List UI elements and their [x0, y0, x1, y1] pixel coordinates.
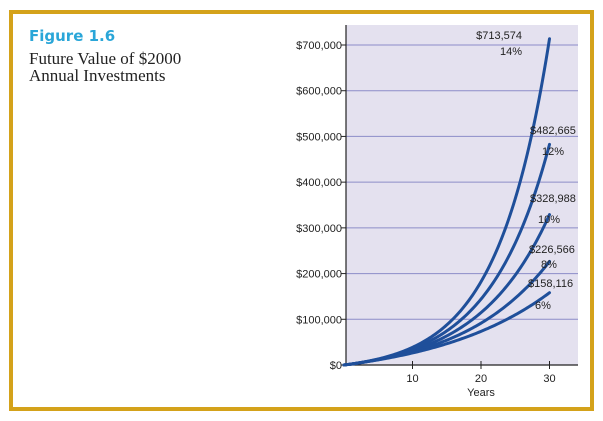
y-tick-label: $200,000 [296, 269, 342, 281]
rate-label-14pct: 14% [500, 46, 522, 58]
figure-title-line1: Future Value of $2000 [29, 49, 182, 68]
y-tick-label: $500,000 [296, 131, 342, 143]
y-tick-label: $100,000 [296, 314, 342, 326]
y-tick-label: $0 [330, 360, 342, 372]
rate-label-6pct: 6% [535, 300, 551, 312]
rate-label-8pct: 8% [541, 259, 557, 271]
series-lines [342, 37, 551, 367]
value-label-6pct: $158,116 [528, 278, 573, 290]
value-label-8pct: $226,566 [529, 244, 575, 256]
value-label-14pct: $713,574 [476, 30, 522, 42]
value-label-10pct: $328,988 [530, 193, 576, 205]
value-label-12pct: $482,665 [530, 125, 576, 137]
figure-label: Figure 1.6 [29, 27, 116, 45]
x-axis-title: Years [467, 387, 495, 399]
y-tick-label: $400,000 [296, 177, 342, 189]
y-tick-label: $300,000 [296, 223, 342, 235]
figure-title: Future Value of $2000 Annual Investments [29, 50, 259, 84]
x-axis-ticks: 10 20 30 [406, 361, 556, 385]
rate-label-10pct: 10% [538, 214, 560, 226]
x-tick-label: 20 [475, 373, 487, 385]
rate-label-12pct: 12% [542, 146, 564, 158]
x-tick-label: 10 [406, 373, 418, 385]
figure-title-line2: Annual Investments [29, 66, 166, 85]
series-annotations: $713,574 14% $482,665 12% $328,988 10% $226,56… [476, 30, 576, 312]
y-tick-label: $600,000 [296, 86, 342, 98]
x-tick-label: 30 [543, 373, 555, 385]
series-line-6pct [342, 291, 551, 367]
y-tick-label: $700,000 [296, 40, 342, 52]
axes [345, 25, 578, 366]
y-axis-ticks: $0 $100,000 $200,000 $300,000 $400,000 $500,0… [296, 40, 346, 372]
